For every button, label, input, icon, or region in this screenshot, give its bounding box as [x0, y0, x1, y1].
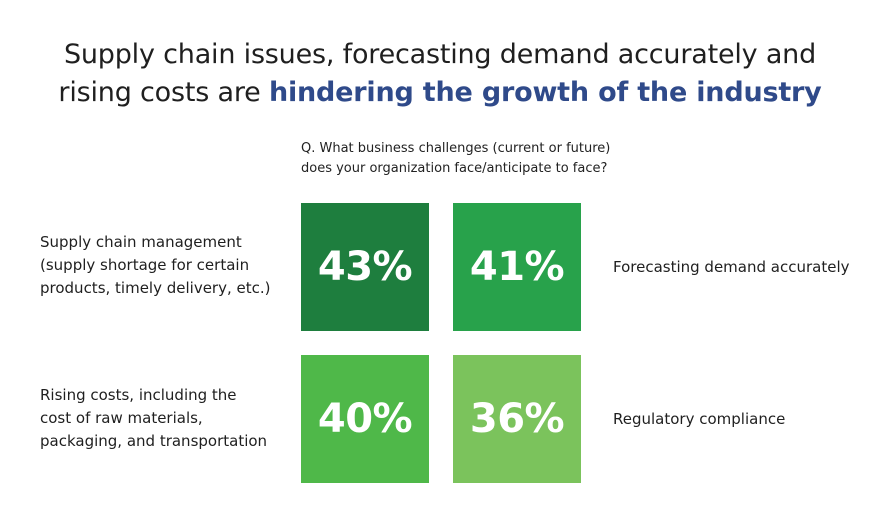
survey-question: Q. What business challenges (current or …: [301, 139, 621, 179]
category-label-rising-costs: Rising costs, including the cost of raw …: [40, 384, 267, 453]
value-label-supply-chain-management: 43%: [317, 244, 413, 290]
tile-forecasting-demand: 41%: [453, 203, 581, 331]
category-label-line: cost of raw materials,: [40, 409, 203, 427]
value-label-regulatory-compliance: 36%: [469, 396, 565, 442]
title-highlight: hindering the growth of the industry: [268, 77, 822, 108]
category-label-line: Supply chain management: [40, 233, 242, 251]
category-label-line: packaging, and transportation: [40, 432, 268, 450]
title-line-1: Supply chain issues, forecasting demand …: [63, 39, 817, 70]
value-label-forecasting-demand: 41%: [469, 244, 565, 290]
value-label-rising-costs: 40%: [317, 396, 413, 442]
tile-rising-costs: 40%: [301, 355, 429, 483]
category-label-line: (supply shortage for certain: [40, 256, 250, 274]
title-line-2-prefix: rising costs are: [58, 77, 269, 108]
category-label-forecasting-demand: Forecasting demand accurately: [613, 256, 850, 279]
question-line-2: does your organization face/anticipate t…: [301, 161, 608, 176]
category-label-line: Forecasting demand accurately: [613, 258, 850, 276]
tile-supply-chain-management: 43%: [301, 203, 429, 331]
chart-title: Supply chain issues, forecasting demand …: [0, 36, 880, 112]
category-label-line: Regulatory compliance: [613, 410, 786, 428]
tile-regulatory-compliance: 36%: [453, 355, 581, 483]
category-label-regulatory-compliance: Regulatory compliance: [613, 408, 785, 431]
category-label-supply-chain-management: Supply chain management (supply shortage…: [40, 231, 271, 300]
category-label-line: products, timely delivery, etc.): [40, 279, 271, 297]
title-line-2: rising costs are hindering the growth of…: [0, 74, 880, 112]
question-line-1: Q. What business challenges (current or …: [301, 141, 611, 156]
category-label-line: Rising costs, including the: [40, 386, 237, 404]
